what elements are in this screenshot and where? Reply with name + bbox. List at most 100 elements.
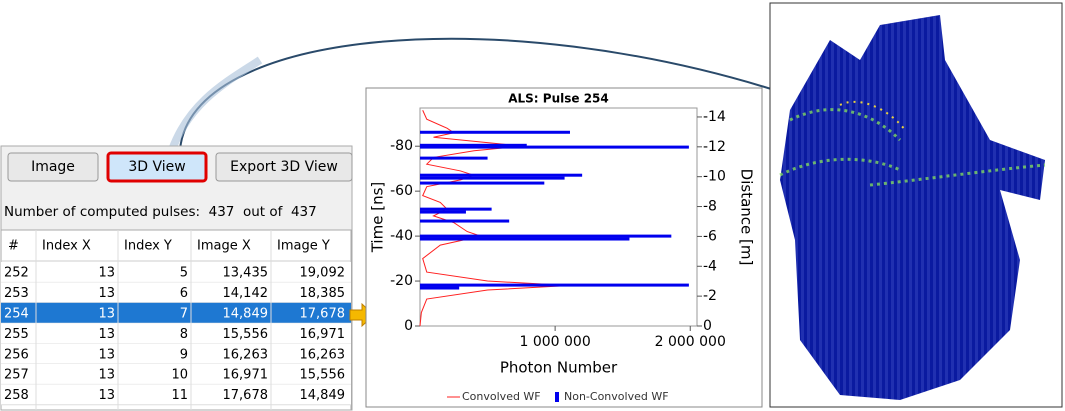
table-cell: 16,971	[223, 368, 269, 383]
table-row[interactable]	[1, 262, 351, 283]
table-cell: 15,556	[300, 368, 346, 383]
arrow-tail	[168, 56, 263, 152]
y2-tick-label: -12	[703, 139, 726, 155]
bar	[420, 156, 488, 160]
legend-swatch	[555, 392, 559, 402]
table-cell: 13	[98, 286, 115, 301]
table-cell: 13	[98, 368, 115, 383]
table-cell: 10	[171, 368, 188, 383]
bar	[420, 176, 565, 180]
table-cell: 16,263	[223, 347, 269, 362]
column-header: Index Y	[124, 239, 172, 254]
table-cell: 253	[4, 286, 29, 301]
button[interactable]	[106, 151, 208, 183]
table-cell: 6	[180, 286, 188, 301]
table-cell: 14,142	[223, 286, 269, 301]
highlight-returns	[839, 100, 906, 131]
table-cell: 13	[98, 347, 115, 362]
table-cell: 11	[171, 388, 188, 403]
table-cell: 15,556	[223, 327, 269, 342]
highlight-returns	[779, 108, 1046, 187]
y2-tick-label: -8	[703, 199, 717, 215]
bar	[420, 130, 570, 134]
table-cell: 7	[180, 307, 188, 322]
legend-label: Non-Convolved WF	[564, 390, 669, 403]
x-tick-label: 2 000 000	[655, 334, 726, 350]
bar	[420, 145, 689, 149]
x-axis-label: Photon Number	[500, 359, 618, 377]
table-row[interactable]	[1, 384, 351, 405]
table-cell: 14,849	[300, 388, 346, 403]
table-cell: 16,971	[300, 327, 346, 342]
y-tick-label: -40	[390, 228, 413, 244]
x-tick-label: 1 000 000	[519, 334, 590, 350]
chart: ALS: Pulse 254 0 -20 -40 -60 -80 0 -2 -4 -6 -8 -10 -…	[369, 92, 756, 404]
y-axis-label: Time [ns]	[369, 182, 387, 254]
table-cell: 252	[4, 266, 29, 281]
bar	[420, 237, 630, 241]
table-row[interactable]	[1, 282, 351, 303]
y2-tick-label: -6	[703, 228, 717, 244]
table-cell: 256	[4, 347, 29, 362]
column-header: #	[8, 239, 19, 254]
button-label[interactable]: 3D View	[128, 159, 185, 175]
table-cell: 16,263	[300, 347, 346, 362]
table-cell: 14,849	[223, 307, 269, 322]
status-text: Number of computed pulses: 437 out of 43…	[4, 204, 317, 220]
y2-tick-label: -4	[703, 258, 717, 274]
table-cell: 258	[4, 388, 29, 403]
table-row[interactable]	[1, 364, 351, 385]
bar	[420, 207, 492, 211]
table-cell: 257	[4, 368, 29, 383]
table-cell: 18,385	[300, 286, 346, 301]
table-cell: 13	[98, 388, 115, 403]
table-cell: 13,435	[223, 266, 269, 281]
table-cell: 13	[98, 307, 115, 322]
y-tick-label: -20	[390, 273, 413, 289]
bar	[420, 181, 545, 185]
button[interactable]	[7, 152, 99, 182]
table-cell: 13	[98, 327, 115, 342]
3d-view	[769, 2, 1063, 408]
table-cell: 17,678	[223, 388, 269, 403]
pulse-panel: Image 3D View Export 3D View Number of comp…	[0, 145, 353, 411]
plot-area	[419, 107, 698, 327]
bar	[420, 210, 466, 214]
chart-title: ALS: Pulse 254	[508, 92, 609, 106]
table-row[interactable]	[1, 323, 351, 344]
table-cell: 17,678	[300, 307, 346, 322]
bar	[420, 143, 527, 147]
table-cell: 255	[4, 327, 29, 342]
button[interactable]	[215, 152, 353, 182]
table-row[interactable]	[1, 302, 351, 324]
table-cell: 13	[98, 266, 115, 281]
y2-tick-label: 0	[703, 318, 712, 334]
table-row[interactable]	[1, 343, 351, 364]
table-cell: 254	[4, 307, 29, 322]
y2-axis-label: Distance [m]	[738, 169, 756, 266]
bar	[420, 234, 672, 238]
bar	[420, 286, 460, 290]
legend-label: Convolved WF	[462, 390, 541, 403]
table-cell: 19,092	[300, 266, 346, 281]
y2-tick-label: -2	[703, 288, 717, 304]
table-cell: 9	[180, 347, 188, 362]
y-tick-label: -80	[390, 138, 413, 154]
column-header: Image X	[197, 239, 251, 254]
button-label[interactable]: Image	[31, 159, 75, 175]
bar	[420, 219, 510, 223]
y2-tick-label: -10	[703, 169, 726, 185]
y-tick-label: -60	[390, 183, 413, 199]
y-tick-label: 0	[404, 318, 413, 334]
bar	[420, 173, 583, 177]
column-header: Index X	[42, 239, 91, 254]
line	[419, 110, 569, 327]
table-cell: 5	[180, 266, 188, 281]
button-label[interactable]: Export 3D View	[230, 159, 338, 175]
y2-tick-label: -14	[703, 109, 726, 125]
column-header: Image Y	[277, 239, 330, 254]
bar	[420, 283, 689, 287]
table-cell: 8	[180, 327, 188, 342]
